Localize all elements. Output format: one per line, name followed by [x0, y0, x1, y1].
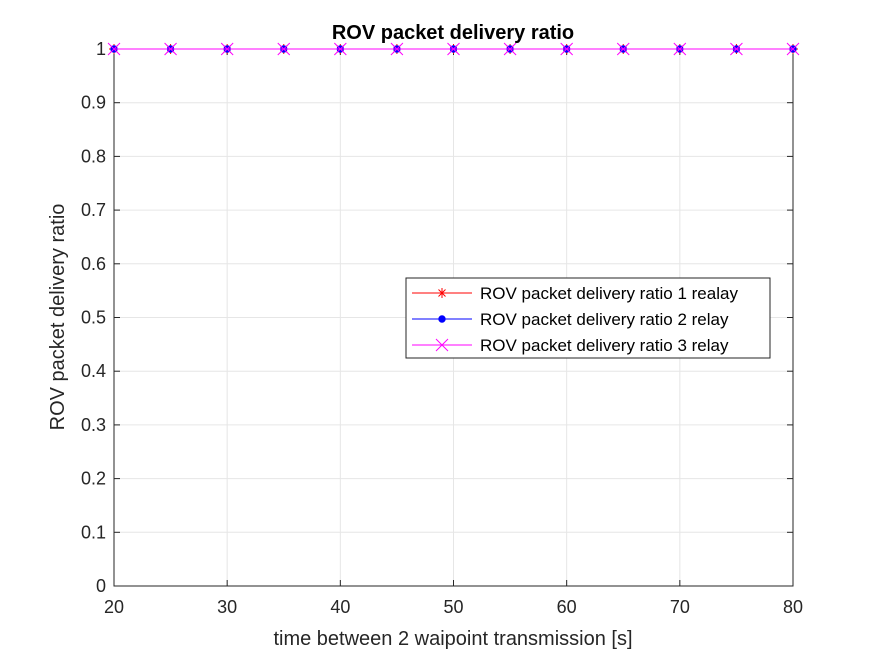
legend: ROV packet delivery ratio 1 realay ROV pa… [405, 277, 771, 359]
data-point [616, 42, 630, 56]
marker-stroke [390, 42, 404, 56]
data-point [277, 42, 291, 56]
y-tick-label: 0.1 [81, 522, 106, 542]
y-tick-label: 0.6 [81, 254, 106, 274]
legend-label: ROV packet delivery ratio 2 relay [480, 310, 729, 329]
marker-stroke [164, 42, 177, 56]
y-tick-label: 0.3 [81, 415, 106, 435]
data-point [786, 42, 800, 56]
marker-stroke [560, 42, 574, 56]
marker-stroke [220, 42, 234, 56]
x-tick-label: 60 [557, 597, 577, 617]
y-tick-label: 0.8 [81, 146, 106, 166]
data-point [390, 42, 404, 56]
data-point [673, 42, 687, 56]
legend-entry: ROV packet delivery ratio 3 relay [412, 336, 729, 355]
legend-entries: ROV packet delivery ratio 1 realay ROV pa… [412, 284, 738, 355]
data-point [560, 42, 574, 56]
marker-stroke [107, 42, 121, 56]
legend-entry: ROV packet delivery ratio 1 realay [412, 284, 738, 303]
legend-label: ROV packet delivery ratio 3 relay [480, 336, 729, 355]
data-point [503, 42, 517, 56]
legend-marker [437, 288, 447, 298]
x-tick-label: 20 [104, 597, 124, 617]
legend-entry: ROV packet delivery ratio 2 relay [412, 310, 729, 329]
y-tick-label: 0.4 [81, 361, 106, 381]
series-group [107, 42, 800, 56]
x-tick-label: 40 [330, 597, 350, 617]
y-tick-label: 1 [96, 39, 106, 59]
x-tick-label: 80 [783, 597, 803, 617]
y-tick-label: 0.5 [81, 308, 106, 328]
series-3 [107, 42, 800, 56]
legend-marker [438, 315, 446, 323]
marker-stroke [503, 42, 517, 56]
marker-stroke [786, 42, 800, 56]
marker-stroke [616, 42, 630, 56]
marker-stroke [673, 42, 687, 56]
data-point [447, 42, 460, 56]
tick-labels: 20 30 40 50 60 70 80 0 0.1 0.2 0.3 0.4 0.5 0.6 0.7 0.8 0… [81, 39, 803, 617]
data-point [220, 42, 234, 56]
x-tick-label: 50 [443, 597, 463, 617]
y-tick-label: 0 [96, 576, 106, 596]
y-tick-label: 0.7 [81, 200, 106, 220]
chart-title: ROV packet delivery ratio [332, 22, 574, 44]
legend-marker [435, 338, 449, 352]
marker-stroke [435, 338, 449, 352]
x-tick-label: 30 [217, 597, 237, 617]
y-axis-label: ROV packet delivery ratio [47, 204, 69, 431]
y-tick-label: 0.2 [81, 469, 106, 489]
marker-stroke [438, 289, 446, 297]
marker-stroke [730, 42, 743, 56]
data-point [333, 42, 347, 56]
legend-label: ROV packet delivery ratio 1 realay [480, 284, 738, 303]
marker-stroke [333, 42, 347, 56]
data-point [730, 42, 743, 56]
data-point [164, 42, 177, 56]
y-tick-label: 0.9 [81, 93, 106, 113]
x-tick-label: 70 [670, 597, 690, 617]
marker-stroke [277, 42, 291, 56]
data-point [107, 42, 121, 56]
marker-stroke [447, 42, 460, 56]
x-axis-label: time between 2 waipoint transmission [s] [273, 628, 632, 650]
